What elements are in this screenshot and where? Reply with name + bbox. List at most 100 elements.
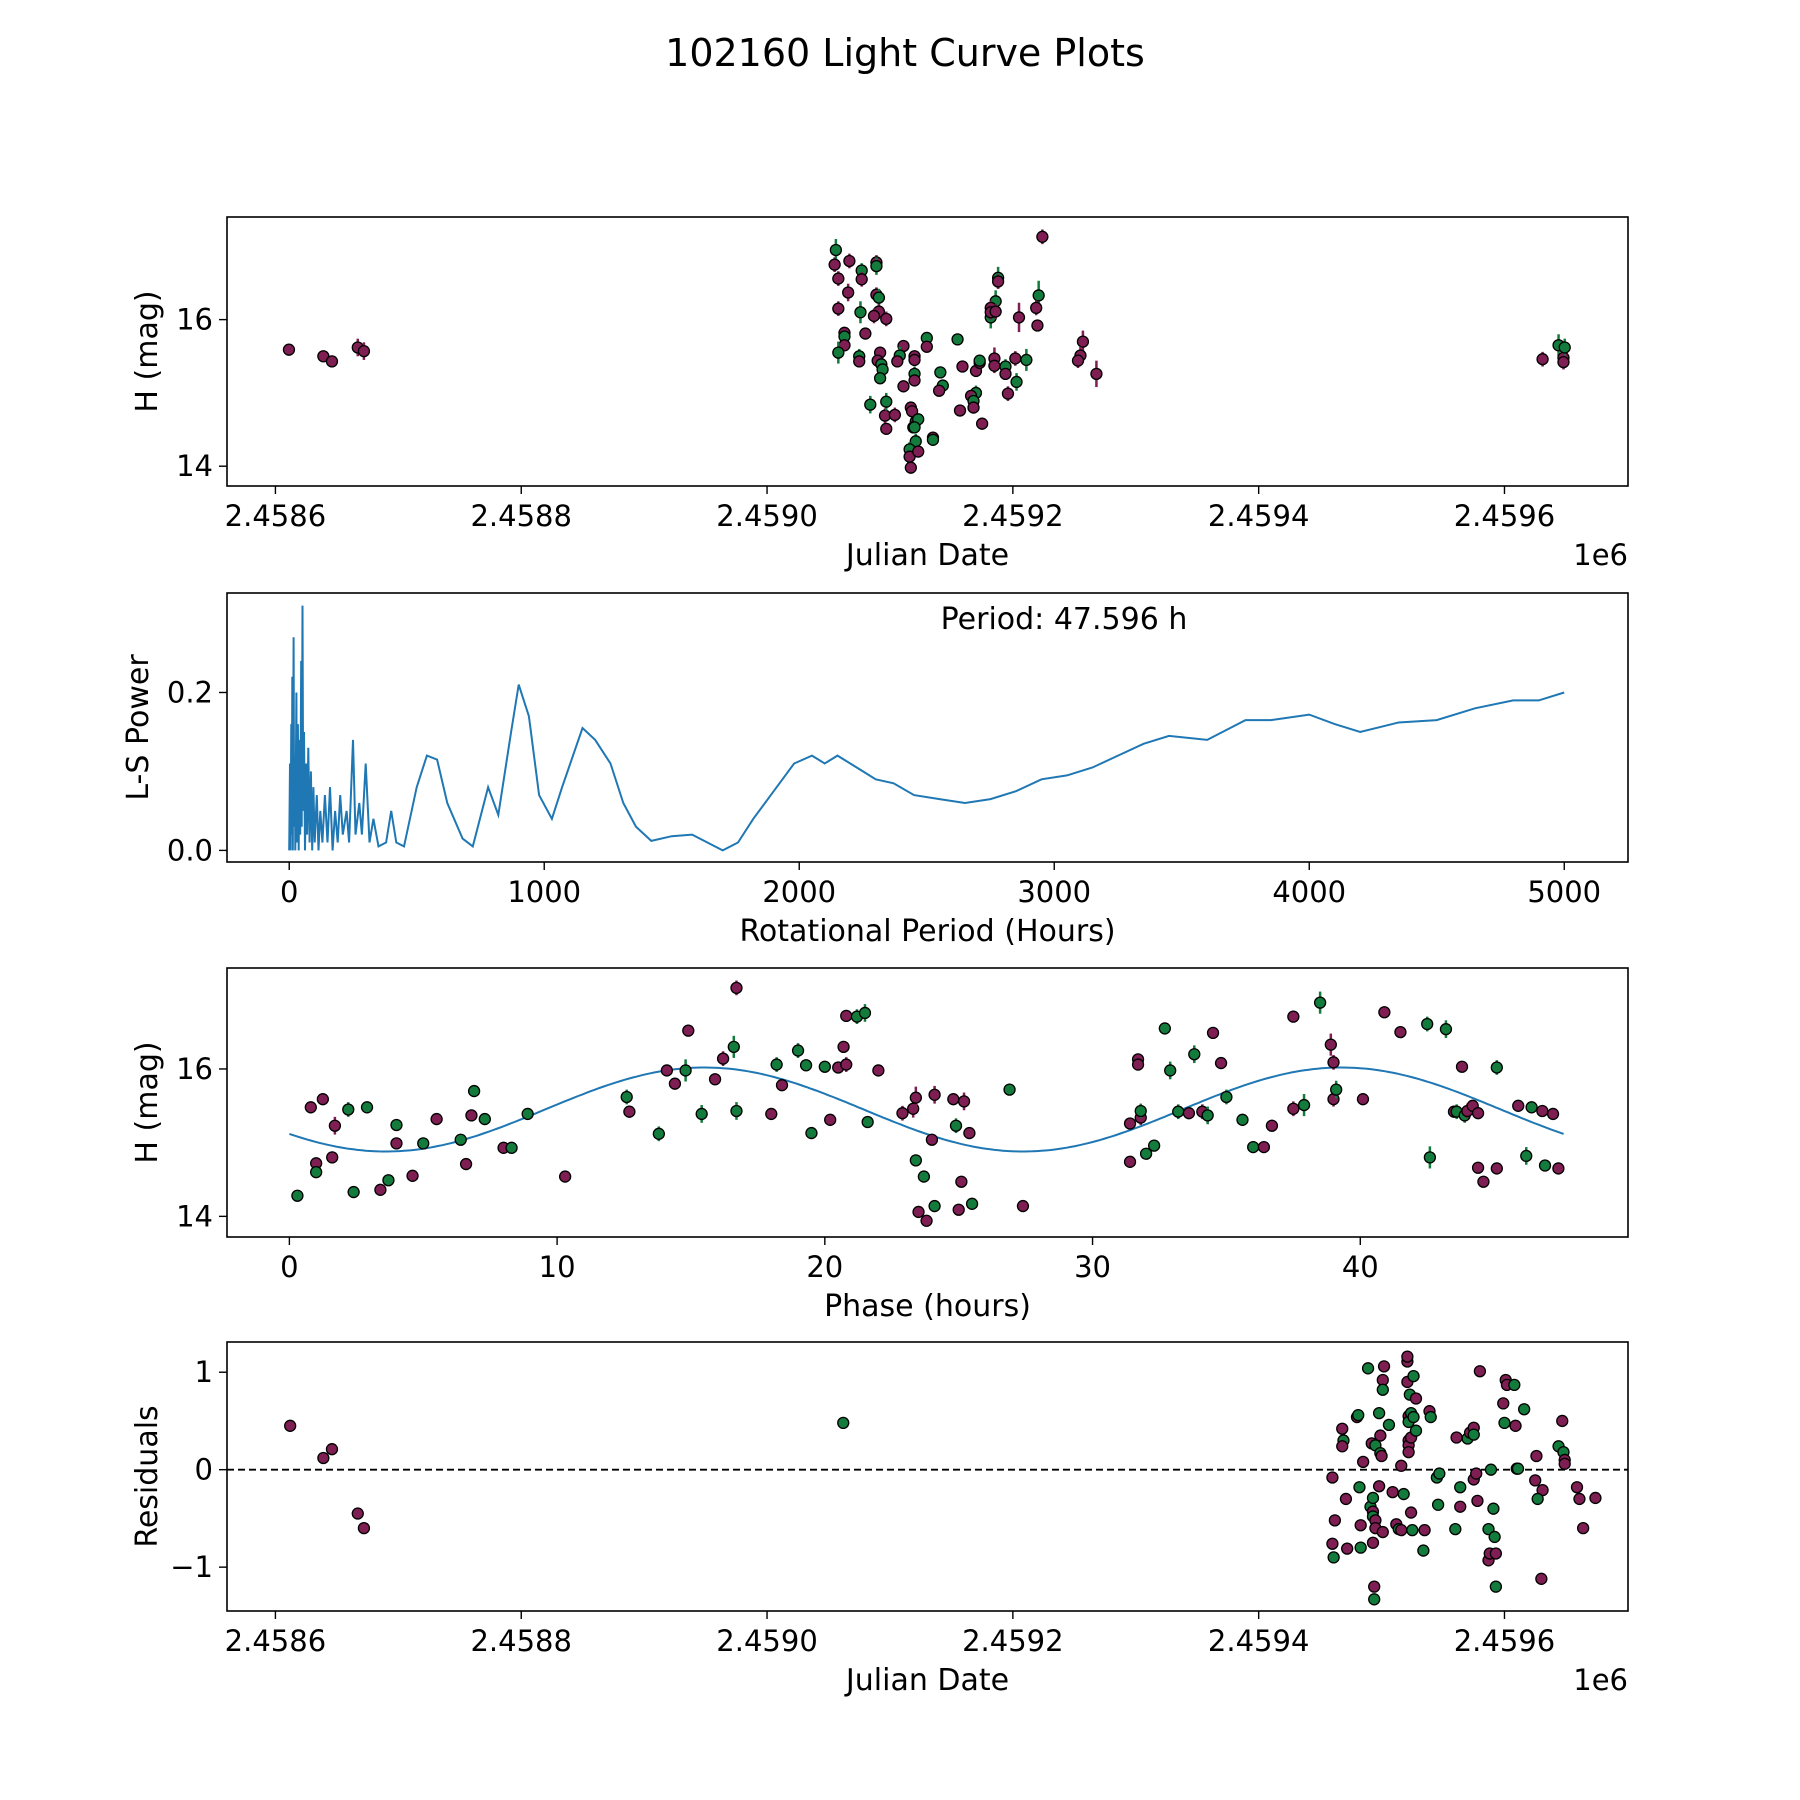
marker <box>965 1197 979 1210</box>
marker <box>1397 1487 1410 1501</box>
marker <box>1076 335 1090 348</box>
data-point <box>284 1419 297 1432</box>
data-point <box>328 1116 342 1135</box>
marker <box>1214 1056 1228 1070</box>
data-point <box>1558 1457 1571 1470</box>
data-point <box>1265 1119 1279 1132</box>
marker <box>1336 1422 1349 1435</box>
y-axis-label: Residuals <box>130 1405 165 1547</box>
plot-area <box>227 1350 1628 1606</box>
data-point <box>668 1077 682 1090</box>
data-point <box>947 1093 960 1106</box>
marker <box>1477 1175 1490 1188</box>
marker <box>837 1040 850 1054</box>
x-tick-label: 30 <box>1074 1250 1111 1284</box>
marker <box>1498 1416 1511 1430</box>
data-point <box>652 1126 665 1142</box>
panel-light-curve: 2.4586 2.4588 2.4590 2.4592 2.4594 2.4596 14 16… <box>130 216 1629 573</box>
marker <box>623 1105 636 1118</box>
data-point <box>1556 1414 1569 1428</box>
figure-title: 102160 Light Curve Plots <box>665 31 1145 75</box>
marker <box>909 1091 923 1104</box>
data-point <box>1356 1093 1370 1106</box>
marker <box>652 1127 665 1140</box>
data-point <box>1131 1058 1145 1071</box>
marker <box>957 1095 971 1108</box>
data-point <box>1449 1522 1462 1536</box>
marker <box>1376 1525 1389 1539</box>
data-point <box>1439 1020 1453 1039</box>
data-point <box>1536 351 1549 367</box>
data-point <box>1366 1491 1380 1505</box>
data-point <box>1404 1506 1418 1519</box>
x-tick-label: 5000 <box>1527 875 1601 909</box>
data-point <box>828 257 841 272</box>
data-point <box>1490 1162 1503 1175</box>
marker <box>855 273 868 286</box>
marker <box>467 1084 481 1098</box>
marker <box>695 1107 708 1121</box>
x-tick-label: 4000 <box>1272 875 1346 909</box>
data-point <box>864 395 877 414</box>
marker <box>1386 1485 1399 1499</box>
marker <box>1164 1064 1177 1077</box>
marker <box>832 272 845 285</box>
x-tick-label: 10 <box>539 1250 576 1284</box>
marker <box>357 344 371 358</box>
data-point <box>1236 1113 1249 1126</box>
data-point <box>1455 1060 1469 1073</box>
marker <box>1529 1474 1542 1487</box>
marker <box>1535 1572 1548 1585</box>
marker <box>908 353 921 367</box>
data-point <box>1164 1061 1177 1080</box>
panel-phased-light-curve: 0 10 20 30 40 14 16 Phase (hours) H (mag) <box>130 967 1629 1324</box>
marker <box>1158 1022 1171 1035</box>
x-tick-label: 2000 <box>762 875 836 909</box>
marker <box>326 1151 339 1164</box>
y-axis-label: H (mag) <box>130 1041 165 1163</box>
marker <box>730 981 743 995</box>
marker <box>1467 1428 1480 1441</box>
data-point <box>1366 1536 1380 1549</box>
marker <box>1509 1419 1522 1432</box>
data-point <box>1409 1424 1423 1437</box>
data-point <box>1517 1403 1531 1416</box>
marker <box>1378 1006 1391 1019</box>
marker <box>925 1133 939 1146</box>
data-point <box>1158 1022 1171 1035</box>
data-point <box>708 1073 722 1086</box>
marker <box>1449 1522 1462 1536</box>
marker <box>357 1522 371 1535</box>
marker <box>775 1079 789 1092</box>
axes-frame <box>226 592 1629 863</box>
marker <box>1010 375 1023 389</box>
data-point <box>1376 1383 1389 1396</box>
marker <box>1123 1117 1137 1130</box>
marker <box>1356 1093 1370 1106</box>
data-point <box>1423 1146 1437 1169</box>
marker <box>1247 1140 1260 1154</box>
panel-residuals: 2.4586 2.4588 2.4590 2.4592 2.4594 2.4596 −1 0 1… <box>130 1341 1629 1698</box>
marker <box>917 1170 931 1183</box>
data-point <box>854 301 867 324</box>
marker <box>854 306 867 319</box>
x-axis-label: Julian Date <box>844 538 1009 573</box>
marker <box>1339 1492 1353 1506</box>
marker <box>864 398 877 411</box>
data-point <box>1409 1392 1423 1405</box>
marker <box>325 1443 339 1456</box>
data-point <box>1421 1016 1434 1032</box>
data-point <box>791 1043 805 1058</box>
data-point <box>909 1154 923 1167</box>
marker <box>840 1009 853 1023</box>
data-point <box>325 355 339 368</box>
marker <box>1409 1424 1423 1437</box>
marker <box>1003 1083 1016 1096</box>
marker <box>1517 1403 1531 1416</box>
data-point <box>1012 302 1026 333</box>
marker <box>1313 996 1327 1009</box>
data-point <box>840 1057 853 1072</box>
x-axis-label: Phase (hours) <box>824 1289 1031 1324</box>
marker <box>1341 1542 1354 1555</box>
marker <box>1421 1017 1434 1031</box>
